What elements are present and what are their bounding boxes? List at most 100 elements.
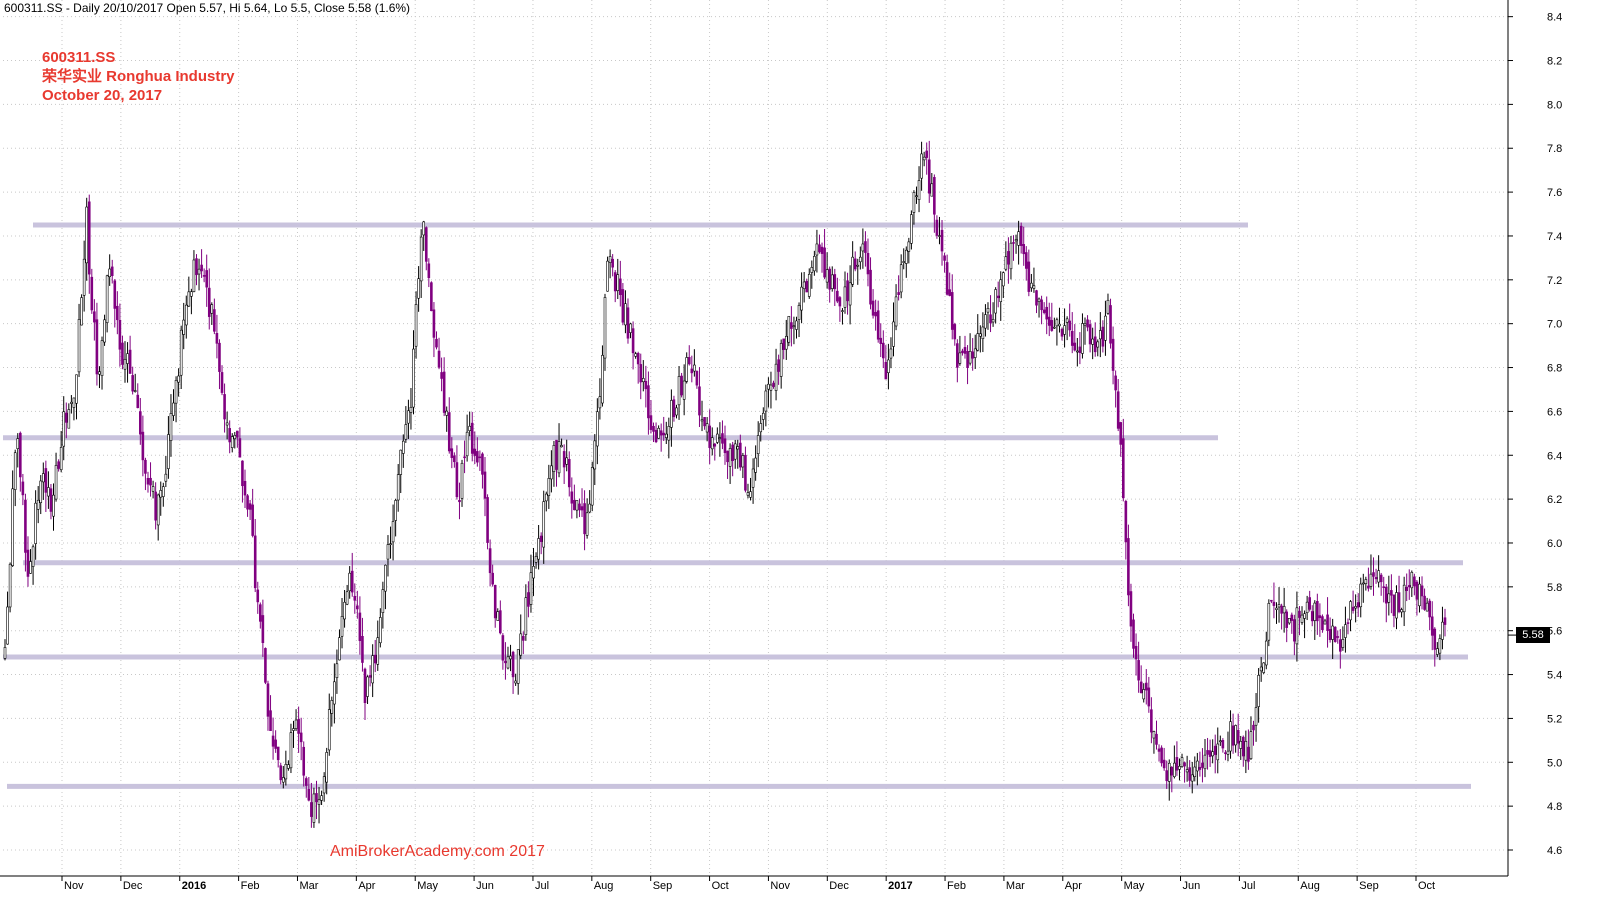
candle-body: [1247, 746, 1250, 762]
candle-body: [1213, 745, 1217, 755]
candle-body: [917, 180, 921, 200]
candle: [1351, 590, 1355, 614]
candle: [1216, 727, 1220, 774]
candle-body: [807, 273, 811, 297]
candle: [945, 254, 949, 296]
candle: [491, 564, 494, 587]
candle: [833, 268, 837, 306]
candle-body: [521, 635, 525, 641]
candle-body: [830, 274, 834, 289]
candle-body: [544, 493, 548, 502]
candle: [325, 747, 329, 795]
chart-header-info: 600311.SS - Daily 20/10/2017 Open 5.57, …: [4, 1, 411, 15]
candle-body: [1012, 242, 1015, 244]
candle-body: [1341, 639, 1345, 648]
candle-body: [616, 274, 620, 291]
candle-body: [1180, 757, 1184, 767]
candle: [994, 287, 997, 324]
candle: [108, 254, 111, 286]
candle-body: [795, 320, 798, 330]
candle: [276, 746, 280, 768]
y-tick-label: 7.6: [1547, 187, 1562, 199]
candle-body: [664, 433, 668, 438]
candle-body: [1333, 626, 1337, 642]
candle-body: [629, 323, 632, 333]
candle: [409, 387, 413, 430]
watermark: AmiBroker​Academy.com 2017: [330, 843, 545, 860]
candle-body: [1379, 574, 1383, 583]
candle: [486, 494, 489, 550]
x-tick-label: Mar: [299, 880, 318, 892]
candle-body: [340, 616, 344, 637]
candle-body: [259, 604, 262, 622]
candle: [537, 525, 540, 570]
candle: [1277, 587, 1281, 623]
candle: [259, 602, 262, 629]
candle-body: [167, 434, 170, 469]
candle: [1170, 765, 1174, 793]
candle-body: [8, 563, 12, 608]
candle-body: [225, 422, 229, 426]
y-tick-label: 6.2: [1547, 494, 1562, 506]
candle: [121, 335, 124, 370]
candle-body: [276, 746, 280, 761]
candle-body: [667, 426, 671, 441]
candle-body: [236, 430, 239, 438]
candle-body: [463, 456, 466, 459]
candle-body: [1282, 606, 1286, 614]
candle: [455, 445, 459, 500]
candle-body: [1070, 330, 1074, 346]
candle-body: [1272, 601, 1276, 606]
candle: [611, 254, 614, 277]
candle: [1407, 569, 1411, 600]
x-tick-label: Sep: [653, 880, 673, 892]
candle-body: [746, 492, 750, 496]
candle-body: [1190, 774, 1194, 782]
candle-body: [1124, 501, 1128, 543]
candle-body: [1042, 309, 1046, 313]
candle: [1318, 603, 1322, 637]
candle-body: [552, 445, 556, 472]
candle: [1280, 603, 1283, 630]
candle: [1019, 222, 1023, 254]
candle: [1111, 326, 1115, 385]
candle-body: [1160, 747, 1163, 764]
candle-body: [509, 655, 512, 660]
candle-body: [414, 304, 418, 347]
candle-body: [284, 764, 288, 780]
candle-body: [327, 709, 331, 751]
candle: [54, 452, 58, 502]
x-tick-label: Oct: [1418, 880, 1435, 892]
candle-body: [1081, 323, 1084, 354]
candle: [573, 484, 576, 511]
candle: [621, 283, 625, 326]
candle: [662, 416, 666, 441]
candle: [493, 584, 497, 628]
candle: [266, 680, 270, 731]
candle-body: [659, 430, 663, 436]
candle-body: [721, 433, 724, 444]
candle-body: [271, 735, 275, 747]
candle: [746, 483, 750, 499]
candle: [841, 308, 844, 325]
candle-body: [848, 282, 852, 306]
candle: [1244, 730, 1248, 774]
candle: [172, 389, 175, 421]
candle-body: [892, 321, 895, 347]
candle-body: [310, 802, 313, 817]
candle-body: [396, 474, 400, 501]
candle-body: [394, 500, 397, 521]
candle: [756, 421, 760, 468]
candle-body: [348, 572, 351, 592]
candle-body: [16, 438, 20, 450]
candle: [968, 333, 972, 366]
candle-body: [1303, 613, 1306, 619]
candle-body: [636, 353, 640, 365]
candle: [312, 787, 316, 828]
candle: [302, 741, 306, 787]
candle-body: [49, 488, 53, 512]
candle: [427, 258, 431, 288]
candle-body: [248, 503, 252, 510]
candle-body: [1351, 606, 1355, 611]
candle-body: [87, 201, 91, 275]
